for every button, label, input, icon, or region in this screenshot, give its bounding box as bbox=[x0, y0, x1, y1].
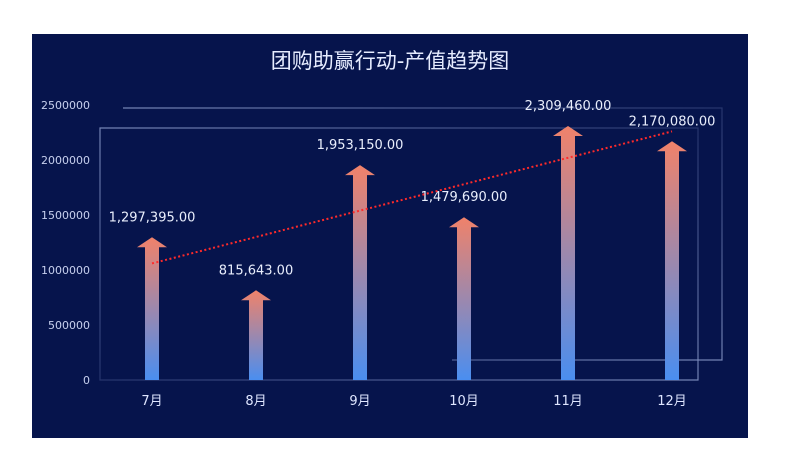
x-tick-label: 7月 bbox=[141, 394, 162, 409]
trendline bbox=[151, 130, 673, 265]
y-tick-label: 0 bbox=[83, 374, 90, 387]
x-tick-label: 11月 bbox=[553, 394, 583, 409]
bar-8月 bbox=[241, 290, 271, 380]
data-label: 2,170,080.00 bbox=[629, 114, 716, 129]
y-tick-label: 500000 bbox=[48, 319, 90, 332]
bar-chart: 团购助赢行动-产值趋势图 0 500000 1000000 1500000 200000… bbox=[41, 49, 723, 409]
x-tick-label: 12月 bbox=[657, 394, 687, 409]
bar-9月 bbox=[345, 165, 375, 380]
y-axis: 0 500000 1000000 1500000 2000000 2500000 bbox=[41, 99, 90, 387]
chart-title: 团购助赢行动-产值趋势图 bbox=[271, 49, 510, 73]
bar-12月 bbox=[657, 141, 687, 380]
data-labels-group: 1,297,395.00 815,643.00 1,953,150.00 1,479,… bbox=[109, 99, 716, 278]
bar-11月 bbox=[553, 125, 583, 380]
chart-panel: 团购助赢行动-产值趋势图 0 500000 1000000 1500000 200000… bbox=[32, 34, 748, 438]
y-tick-label: 2000000 bbox=[41, 154, 90, 167]
decor-frame-back bbox=[123, 107, 723, 361]
y-tick-label: 2500000 bbox=[41, 99, 90, 112]
decor-frame-front bbox=[99, 127, 699, 381]
y-tick-label: 1000000 bbox=[41, 264, 90, 277]
x-tick-label: 9月 bbox=[349, 394, 370, 409]
data-label: 1,953,150.00 bbox=[317, 138, 404, 153]
data-label: 1,297,395.00 bbox=[109, 210, 196, 225]
bars-group bbox=[137, 125, 687, 380]
x-axis: 7月 8月 9月 10月 11月 12月 bbox=[141, 394, 686, 409]
bar-10月 bbox=[449, 217, 479, 380]
data-label: 2,309,460.00 bbox=[525, 99, 612, 114]
data-label: 1,479,690.00 bbox=[421, 190, 508, 205]
x-tick-label: 10月 bbox=[449, 394, 479, 409]
data-label: 815,643.00 bbox=[219, 263, 293, 278]
y-tick-label: 1500000 bbox=[41, 209, 90, 222]
bar-7月 bbox=[137, 237, 167, 380]
x-tick-label: 8月 bbox=[245, 394, 266, 409]
